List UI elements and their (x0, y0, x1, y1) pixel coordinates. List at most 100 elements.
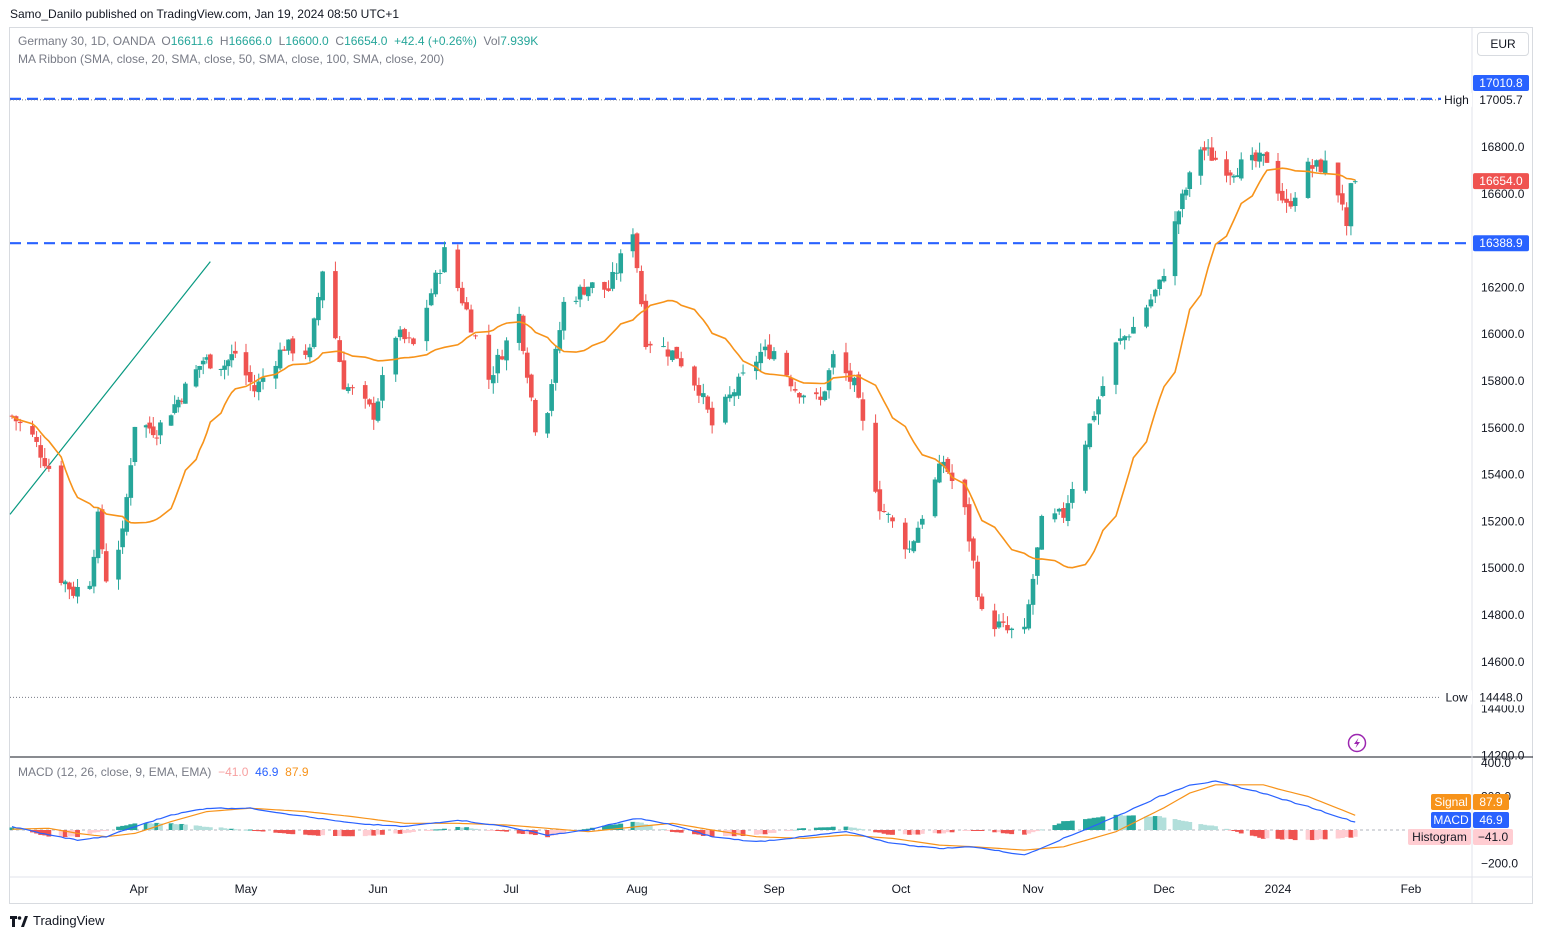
candle (260, 368, 266, 390)
candle (1344, 202, 1349, 236)
macd-hist-bar (1009, 830, 1015, 835)
candle (1264, 151, 1270, 164)
macd-hist-bar (307, 830, 313, 836)
macd-hist-bar (58, 830, 64, 837)
macd-hist-bar (1069, 820, 1075, 830)
trendline-segment[interactable] (9, 261, 211, 515)
macd-hist-bar (843, 826, 849, 830)
ma-ribbon-legend[interactable]: MA Ribbon (SMA, close, 20, SMA, close, 5… (18, 52, 445, 66)
macd-hist-bar (771, 830, 777, 833)
candle (1257, 142, 1262, 168)
candle (183, 381, 188, 404)
candle (116, 540, 121, 590)
candle (614, 263, 619, 281)
candle (204, 354, 210, 364)
macd-hist-bar (762, 830, 768, 835)
macd-hist-bar (902, 830, 908, 835)
candle (1288, 193, 1294, 209)
macd-legend[interactable]: MACD (12, 26, close, 9, EMA, EMA) −41.0 … (18, 765, 309, 779)
candle (801, 394, 806, 404)
macd-hist-bar (437, 829, 443, 831)
candle (1249, 147, 1255, 170)
macd-hist-bar (979, 830, 985, 831)
trendline[interactable] (9, 261, 211, 515)
candle (911, 539, 917, 554)
candle (1144, 304, 1149, 329)
svg-text:46.9: 46.9 (1479, 813, 1503, 827)
symbol-legend[interactable]: Germany 30, 1D, OANDA O16611.6 H16666.0 … (18, 34, 539, 48)
candle (337, 336, 342, 363)
macd-hist-bar (1161, 817, 1167, 830)
candle (455, 244, 461, 292)
candle (433, 270, 438, 297)
macd-hist-bar (557, 830, 563, 835)
candle (1260, 153, 1266, 166)
candle (411, 337, 416, 346)
macd-hist-bar (1318, 830, 1324, 839)
price-axis[interactable]: 17000.016800.016600.016200.016000.015800… (1481, 93, 1525, 870)
macd-hist-bar (860, 829, 866, 831)
candle (630, 228, 636, 258)
macd-hist-bar (147, 823, 153, 830)
candle (1070, 481, 1075, 509)
macd-hist-bar (585, 828, 591, 830)
time-tick-label: Sep (763, 882, 785, 896)
macd-hist-bar (1183, 821, 1189, 830)
macd-hist-bar (1309, 830, 1315, 841)
macd-hist-bar (1257, 830, 1263, 838)
candle (473, 334, 478, 340)
macd-hist-bar (1087, 818, 1093, 830)
horizontal-levels[interactable] (10, 97, 1472, 698)
macd-line-value: 46.9 (255, 765, 279, 779)
macd-hist-bar (277, 830, 283, 834)
candle (1157, 279, 1162, 296)
candle (516, 306, 522, 351)
macd-hist-bar (504, 830, 509, 832)
footer-brand[interactable]: TradingView (10, 913, 105, 928)
candle (1180, 189, 1185, 218)
candle (520, 314, 526, 355)
macd-hist-bar (1061, 821, 1066, 830)
candle (282, 346, 287, 352)
candle (709, 401, 715, 434)
macd-hist-bar (371, 830, 377, 836)
replay-bolt-icon[interactable] (1347, 733, 1367, 753)
symbol-name: Germany 30, 1D, OANDA (18, 34, 155, 48)
currency-button[interactable]: EUR (1477, 32, 1529, 56)
candle (792, 381, 798, 393)
time-tick-label: Jun (368, 882, 387, 896)
macd-hist-bar (341, 830, 347, 837)
macd-hist-bar (1126, 815, 1132, 830)
candle (877, 480, 883, 520)
candle (771, 347, 777, 361)
macd-hist-bar (99, 830, 105, 831)
candle (1113, 341, 1119, 395)
macd-hist-bar (120, 825, 126, 830)
candle (902, 518, 908, 559)
macd-hist-bar (1005, 830, 1010, 834)
candle (1253, 149, 1259, 168)
time-axis[interactable]: Apr May Jun Jul Aug Sep Oct Nov Dec 2024 Feb (130, 882, 1422, 896)
candle (158, 420, 163, 445)
candle (932, 477, 938, 518)
macd-hist-bar (545, 830, 550, 838)
candle (499, 349, 505, 361)
candle (670, 350, 675, 362)
macd-hist-bar (243, 829, 249, 831)
candle (1096, 396, 1101, 425)
candle (428, 288, 434, 307)
macd-hist-bar (528, 830, 534, 835)
macd-hist-bar (66, 830, 72, 837)
macd-signal-value: 87.9 (285, 765, 309, 779)
candle (290, 335, 296, 362)
candle (1314, 159, 1319, 172)
candle (1091, 411, 1097, 423)
candle (758, 343, 764, 372)
candle (402, 327, 407, 344)
macd-hist-bar (1288, 830, 1294, 840)
candle (486, 324, 492, 389)
candle (320, 270, 325, 309)
candle (222, 359, 227, 380)
macd-hist-bar (273, 830, 279, 833)
